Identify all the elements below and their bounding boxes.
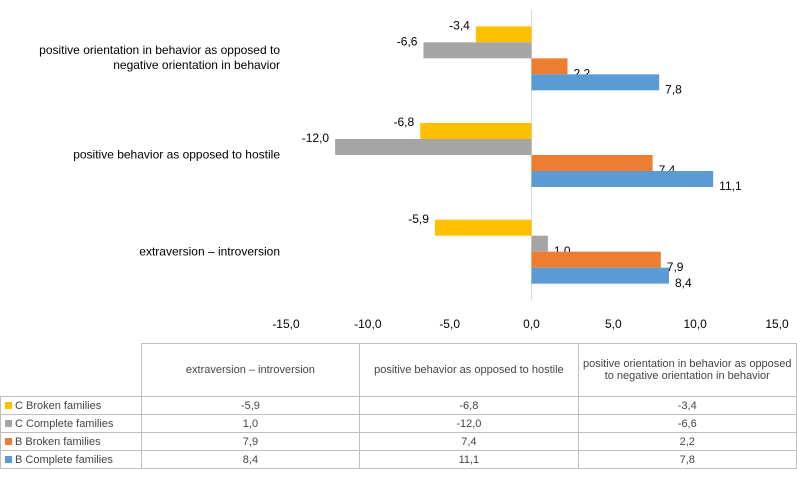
- category-label: positive orientation in behavior as oppo…: [39, 43, 280, 73]
- table-cell: 8,4: [140, 450, 361, 469]
- row-label: B Broken families: [0, 432, 142, 451]
- row-label: B Complete families: [0, 450, 142, 469]
- bar: [531, 155, 653, 171]
- value-label: -5,9: [408, 212, 429, 226]
- bar: [420, 123, 532, 139]
- table-row: C Complete families 1,0 -12,0 -6,6: [0, 414, 797, 433]
- bar: [531, 251, 661, 268]
- bar: [475, 26, 532, 43]
- value-label: -3,4: [449, 19, 470, 33]
- table-cell: -12,0: [359, 414, 579, 433]
- x-tick-label: -10,0: [354, 317, 382, 331]
- legend-swatch: [5, 419, 12, 427]
- bar: [531, 74, 660, 91]
- table-cell: -6,8: [359, 396, 579, 415]
- table-cell: 7,9: [140, 432, 361, 451]
- x-tick-label: 0,0: [523, 317, 540, 331]
- value-label: 7,9: [667, 260, 684, 274]
- table-cell: -6,6: [577, 414, 797, 433]
- bar: [531, 58, 568, 75]
- legend-label: C Broken families: [15, 399, 102, 412]
- chart: -15,0 -10,0 -5,0 0,0 5,0 10,0 15,0-5,91,07,98,…: [272, 10, 789, 331]
- row-label: C Broken families: [0, 396, 142, 415]
- table-cell: 7,8: [577, 450, 797, 469]
- category-label: positive behavior as opposed to hostile: [73, 147, 280, 162]
- bar: [531, 235, 548, 252]
- bar: [531, 267, 669, 284]
- bar: [335, 139, 532, 155]
- table-cell: 7,4: [359, 432, 579, 451]
- x-tick-label: -5,0: [439, 317, 460, 331]
- column-header: positive orientation in behavior as oppo…: [577, 343, 797, 397]
- bar: [531, 171, 714, 187]
- value-label: 11,1: [719, 179, 742, 193]
- x-tick-label: 5,0: [605, 317, 622, 331]
- category-label: extraversion – introversion: [139, 244, 280, 259]
- table-cell: 2,2: [577, 432, 797, 451]
- x-tick-label: -15,0: [272, 317, 300, 331]
- legend-swatch: [5, 401, 12, 409]
- value-label: -12,0: [302, 131, 330, 145]
- x-tick-label: 10,0: [683, 317, 707, 331]
- legend-swatch: [5, 455, 12, 463]
- table-cell: 1,0: [140, 414, 361, 433]
- value-label: -6,8: [394, 115, 415, 129]
- value-label: -6,6: [397, 35, 418, 49]
- legend-swatch: [5, 437, 12, 445]
- row-label: C Complete families: [0, 414, 142, 433]
- table-header: extraversion – introversion positive beha…: [0, 343, 797, 397]
- table-row: B Broken families 7,9 7,4 2,2: [0, 432, 797, 451]
- legend-label: C Complete families: [15, 417, 114, 430]
- value-label: 8,4: [675, 276, 692, 290]
- column-header: extraversion – introversion: [140, 343, 361, 397]
- table-cell: 11,1: [359, 450, 579, 469]
- bar: [423, 42, 532, 59]
- column-header: positive behavior as opposed to hostile: [359, 343, 579, 397]
- x-tick-label: 15,0: [765, 317, 789, 331]
- data-table: extraversion – introversion positive beha…: [0, 343, 797, 469]
- table-cell: -5,9: [140, 396, 361, 415]
- legend-label: B Complete families: [15, 453, 113, 466]
- table-cell: -3,4: [577, 396, 797, 415]
- value-label: 7,8: [665, 83, 682, 97]
- blank-cell: [0, 343, 142, 397]
- bar: [434, 219, 532, 236]
- legend-label: B Broken families: [15, 435, 101, 448]
- table-row: B Complete families 8,4 11,1 7,8: [0, 450, 797, 469]
- table-row: C Broken families -5,9 -6,8 -3,4: [0, 396, 797, 415]
